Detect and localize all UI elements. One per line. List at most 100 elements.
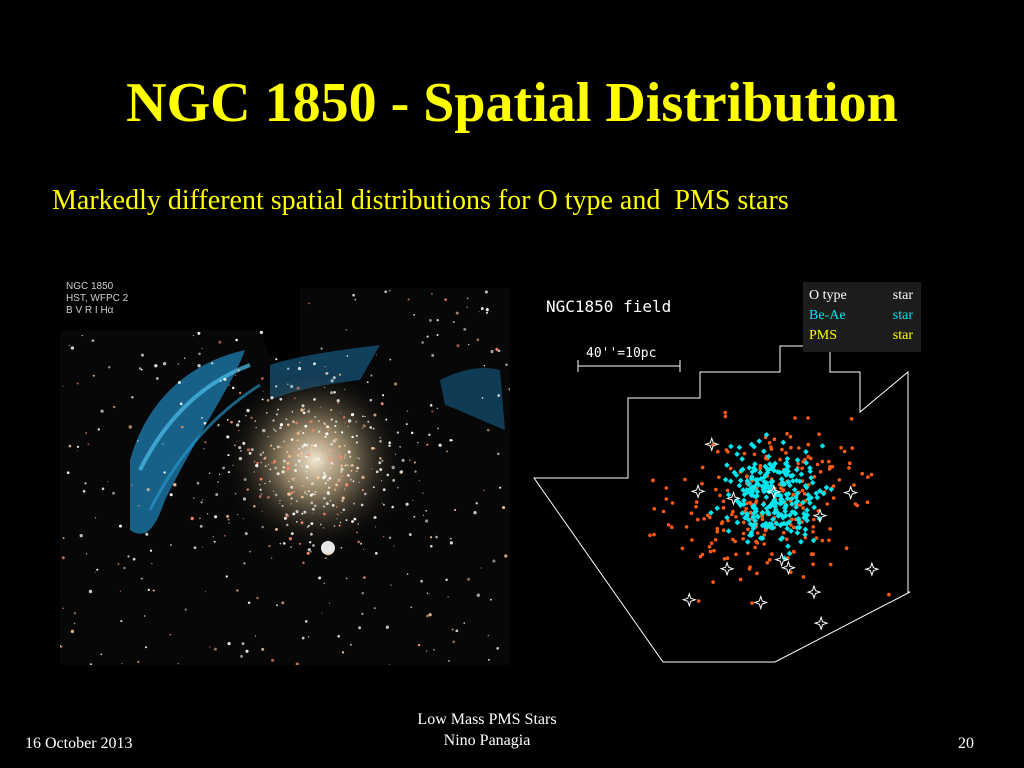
photo-star bbox=[357, 523, 360, 525]
field-map: NGC1850 field 40''=10pc bbox=[533, 297, 911, 663]
photo-star bbox=[66, 471, 70, 475]
photo-star bbox=[299, 430, 301, 432]
pms-star-marker bbox=[702, 517, 706, 521]
pms-star-marker bbox=[828, 527, 832, 531]
be-ae-star-marker bbox=[807, 468, 814, 475]
pms-star-marker bbox=[784, 451, 788, 455]
photo-star bbox=[350, 412, 355, 417]
photo-star bbox=[497, 452, 500, 456]
photo-star bbox=[341, 499, 344, 503]
be-ae-star-marker bbox=[803, 459, 810, 466]
be-ae-star-marker bbox=[782, 508, 788, 515]
pms-star-marker bbox=[741, 531, 746, 536]
pms-star-marker bbox=[820, 459, 825, 464]
legend-value: star bbox=[892, 328, 913, 343]
photo-star bbox=[358, 481, 360, 483]
photo-star bbox=[355, 421, 357, 423]
photo-star bbox=[154, 364, 158, 368]
photo-star bbox=[428, 318, 432, 322]
photo-star bbox=[260, 461, 263, 464]
photo-star bbox=[388, 664, 390, 665]
photo-star bbox=[481, 397, 484, 399]
o-type-star-marker bbox=[690, 483, 706, 499]
photo-star bbox=[301, 455, 304, 458]
pms-star-marker bbox=[820, 538, 825, 543]
pms-star-marker bbox=[689, 511, 694, 515]
pms-star-marker bbox=[741, 537, 745, 541]
photo-star bbox=[302, 411, 306, 415]
photo-star bbox=[322, 527, 325, 529]
photo-star bbox=[497, 394, 501, 397]
photo-star bbox=[242, 441, 246, 445]
photo-star bbox=[486, 428, 490, 432]
photo-star bbox=[330, 459, 333, 463]
be-ae-star-marker bbox=[754, 480, 761, 487]
photo-star bbox=[336, 513, 339, 516]
photo-star bbox=[275, 430, 277, 432]
photo-star bbox=[226, 419, 229, 421]
footer-author: Nino Panagia bbox=[443, 732, 531, 749]
pms-star-marker bbox=[708, 515, 712, 520]
photo-star bbox=[444, 298, 447, 301]
pms-star-marker bbox=[811, 562, 815, 566]
be-ae-star-marker bbox=[807, 465, 813, 471]
photo-star bbox=[340, 470, 343, 474]
photo-star bbox=[328, 486, 331, 489]
be-ae-star-marker bbox=[814, 494, 821, 501]
photo-star bbox=[162, 362, 167, 366]
photo-star bbox=[379, 437, 381, 439]
pms-star-marker bbox=[711, 580, 715, 584]
be-ae-star-marker bbox=[811, 504, 818, 511]
pms-star-marker bbox=[798, 503, 803, 507]
nebula-filament bbox=[130, 350, 245, 534]
photo-star bbox=[399, 446, 401, 448]
photo-star bbox=[307, 466, 311, 470]
photo-star bbox=[333, 525, 336, 527]
photo-star bbox=[81, 334, 83, 337]
photo-star bbox=[484, 290, 488, 294]
pms-star-marker bbox=[713, 538, 718, 542]
photo-star bbox=[236, 513, 239, 516]
be-ae-star-marker bbox=[789, 472, 796, 479]
photo-star bbox=[344, 488, 346, 490]
photo-star bbox=[426, 592, 428, 594]
photo-star bbox=[246, 488, 249, 491]
photo-star bbox=[312, 544, 315, 547]
photo-star bbox=[287, 367, 290, 370]
photo-star bbox=[238, 429, 240, 432]
photo-star bbox=[295, 464, 297, 466]
photo-star bbox=[285, 513, 288, 516]
pms-star-marker bbox=[651, 478, 655, 482]
photo-star bbox=[303, 443, 307, 447]
photo-star bbox=[389, 358, 392, 361]
photo-star bbox=[250, 448, 254, 452]
photo-star bbox=[279, 502, 281, 504]
photo-star bbox=[312, 512, 314, 514]
photo-star bbox=[144, 646, 148, 649]
photo-star bbox=[291, 411, 294, 413]
photo-star bbox=[324, 557, 327, 559]
photo-star bbox=[344, 457, 346, 459]
photo-star bbox=[388, 536, 392, 540]
photo-star bbox=[262, 451, 264, 454]
photo-star bbox=[478, 311, 480, 313]
photo-star bbox=[285, 469, 288, 472]
photo-star bbox=[132, 557, 136, 561]
photo-star bbox=[269, 480, 271, 483]
photo-star bbox=[324, 366, 326, 368]
photo-star bbox=[360, 503, 364, 507]
pms-star-marker bbox=[762, 533, 767, 537]
be-ae-star-marker bbox=[749, 522, 756, 529]
photo-star bbox=[361, 489, 364, 491]
pms-star-marker bbox=[756, 531, 760, 535]
pms-star-marker bbox=[670, 501, 675, 505]
be-ae-star-marker bbox=[757, 469, 764, 476]
photo-star bbox=[496, 647, 500, 650]
photo-star bbox=[323, 474, 327, 478]
photo-star bbox=[431, 410, 434, 413]
photo-star bbox=[310, 550, 312, 553]
pms-star-marker bbox=[715, 529, 720, 534]
be-ae-star-marker bbox=[748, 492, 755, 499]
photo-star bbox=[321, 612, 323, 614]
photo-star bbox=[238, 420, 241, 423]
